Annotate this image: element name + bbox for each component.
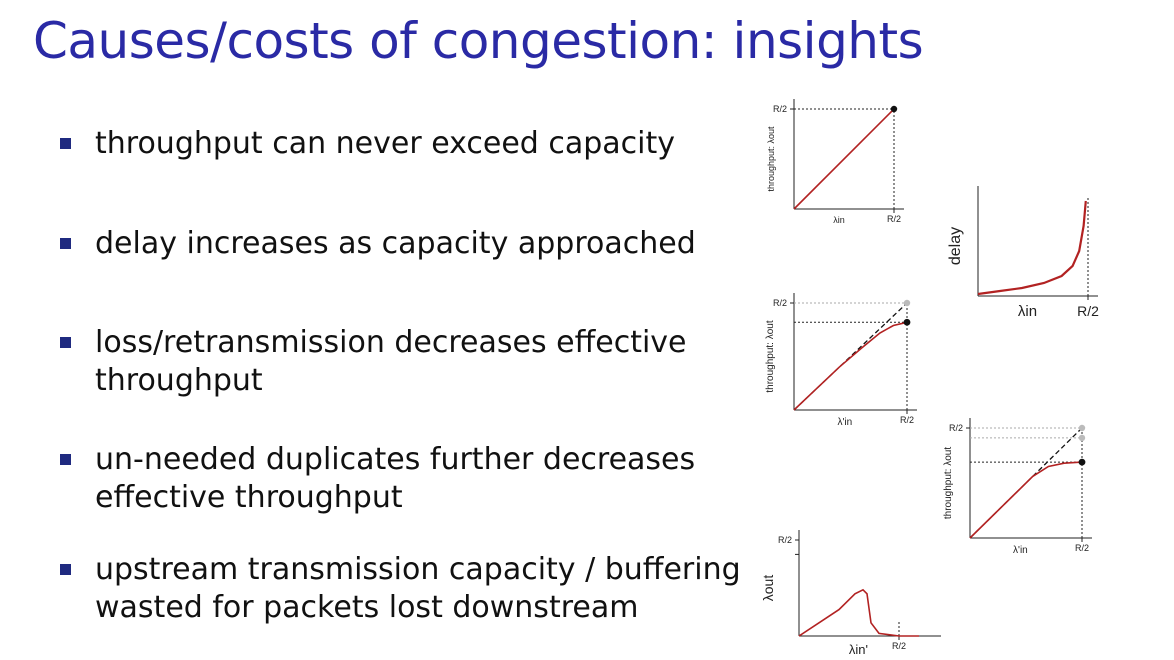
bullet-square-icon — [60, 337, 71, 348]
bullet-square-icon — [60, 138, 71, 149]
x-tick-label: R/2 — [892, 641, 906, 651]
bullet-line: delay increases as capacity approached — [95, 226, 696, 261]
achieved-throughput-point — [1078, 458, 1086, 466]
x-tick-label: R/2 — [887, 214, 901, 224]
throughput-curve — [793, 321, 908, 411]
bullet-line: throughput — [95, 363, 263, 398]
bullet-square-icon — [60, 454, 71, 465]
duplicates-plot: λ'in throughput: λout R/2 R/2 — [943, 418, 1092, 556]
bullet-item: un-needed duplicates further decreases e… — [60, 441, 695, 517]
bullet-square-icon — [60, 564, 71, 575]
bullet-square-icon — [60, 238, 71, 249]
y-axis-label: λout — [760, 575, 776, 602]
upstream-waste-plot: λin' λout R/2 R/2 — [760, 530, 941, 657]
x-axis-label: λ'in — [837, 417, 852, 428]
y-axis-label: throughput: λout — [943, 447, 954, 519]
throughput-capacity-plot: λin throughput: λout R/2 R/2 — [766, 99, 904, 225]
x-tick-label: R/2 — [1077, 303, 1099, 319]
y-axis-label: delay — [947, 227, 964, 265]
bullet-line: throughput can never exceed capacity — [95, 126, 676, 161]
x-axis-label: λin — [833, 215, 845, 225]
retransmission-plot: λ'in throughput: λout R/2 R/2 — [765, 293, 917, 428]
throughput-curve — [793, 108, 895, 210]
bullet-item: delay increases as capacity approached — [60, 225, 696, 263]
x-axis-label: λin — [1018, 303, 1037, 320]
delay-curve — [977, 200, 1087, 296]
ideal-capacity-point — [903, 299, 911, 307]
ideal-capacity-point — [1078, 424, 1086, 432]
bullet-line: upstream transmission capacity / bufferi… — [95, 552, 741, 587]
bullet-item: upstream transmission capacity / bufferi… — [60, 551, 741, 627]
achieved-throughput-point — [903, 318, 911, 326]
x-tick-label: R/2 — [900, 415, 914, 425]
bullet-line: loss/retransmission decreases effective — [95, 325, 687, 360]
intermediate-point — [1078, 434, 1086, 442]
y-tick-label: R/2 — [778, 535, 792, 545]
x-axis-label: λin' — [849, 642, 868, 657]
throughput-curve — [969, 461, 1083, 539]
capacity-point — [890, 105, 898, 113]
delay-plot: λin delay R/2 — [947, 186, 1099, 320]
y-tick-label: R/2 — [773, 298, 787, 308]
slide-title: Causes/costs of congestion: insights — [33, 12, 924, 70]
y-tick-label: R/2 — [773, 104, 787, 114]
bullet-line: un-needed duplicates further decreases — [95, 442, 696, 477]
bullet-line: wasted for packets lost downstream — [95, 590, 639, 625]
throughput-curve — [798, 588, 919, 637]
y-axis-label: throughput: λout — [766, 126, 776, 192]
bullet-item: loss/retransmission decreases effective … — [60, 324, 687, 400]
y-axis-label: throughput: λout — [765, 320, 776, 392]
bullet-item: throughput can never exceed capacity — [60, 125, 675, 163]
bullet-line: effective throughput — [95, 480, 403, 515]
x-axis-label: λ'in — [1013, 545, 1028, 556]
x-tick-label: R/2 — [1075, 543, 1089, 553]
y-tick-label: R/2 — [949, 423, 963, 433]
